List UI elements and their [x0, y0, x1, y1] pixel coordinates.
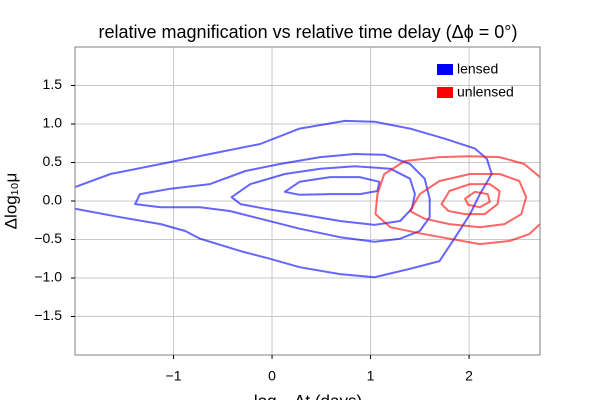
x-axis-label: log₁₀ Δt (days) — [254, 391, 362, 400]
contour-line — [134, 153, 431, 243]
x-tick-label: 0 — [268, 368, 276, 384]
chart-title: relative magnification vs relative time … — [99, 22, 518, 42]
y-tick-label: −1.5 — [34, 307, 62, 323]
x-tick-label: 2 — [465, 368, 473, 384]
contour-line — [464, 190, 491, 209]
legend-label: unlensed — [457, 84, 514, 100]
x-tick-label: −1 — [166, 368, 182, 384]
y-tick-label: 0.0 — [43, 192, 63, 208]
y-tick-label: 0.5 — [43, 153, 63, 169]
legend-swatch — [437, 87, 453, 98]
y-axis-label: Δlog₁₀μ — [1, 173, 20, 230]
legend-label: lensed — [457, 61, 498, 77]
contour-line — [440, 183, 501, 216]
contour-line — [283, 176, 381, 196]
contour-line — [374, 155, 540, 246]
y-tick-label: −0.5 — [34, 230, 62, 246]
y-tick-label: 1.0 — [43, 115, 63, 131]
y-tick-label: −1.0 — [34, 269, 62, 285]
contour-line — [230, 165, 416, 226]
contour-line — [75, 119, 493, 279]
legend-swatch — [437, 64, 453, 75]
x-tick-label: 1 — [367, 368, 375, 384]
contour-line — [409, 173, 528, 229]
y-tick-label: 1.5 — [43, 76, 63, 92]
